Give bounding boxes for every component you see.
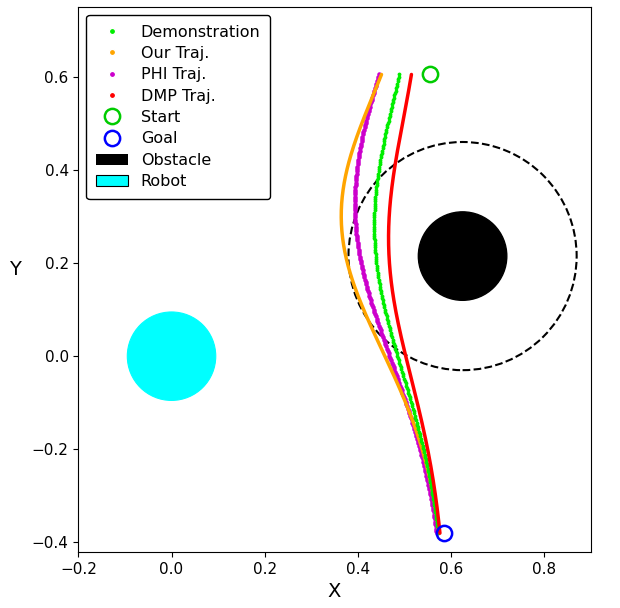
Demonstration [377,156,384,164]
DMP Traj. [403,98,410,106]
Our Traj. [435,530,443,537]
Our Traj. [432,506,440,514]
X-axis label: X: X [328,582,341,601]
PHI Traj. [352,193,359,200]
Demonstration [396,71,403,78]
Circle shape [127,312,216,401]
Demonstration [432,506,439,514]
Demonstration [372,193,379,200]
Demonstration [391,89,399,97]
PHI Traj. [367,98,374,106]
PHI Traj. [427,490,434,497]
PHI Traj. [355,156,362,164]
Our Traj. [346,156,353,164]
Legend: Demonstration, Our Traj., PHI Traj., DMP Traj., Start, Goal, Obstacle, Robot: Demonstration, Our Traj., PHI Traj., DMP… [86,15,270,199]
PHI Traj. [375,71,383,78]
Our Traj. [429,490,436,497]
Y-axis label: Y: Y [9,260,21,279]
Line: PHI Traj.: PHI Traj. [352,71,440,536]
PHI Traj. [433,530,440,537]
Line: Demonstration: Demonstration [372,72,441,536]
DMP Traj. [387,193,394,200]
DMP Traj. [408,71,415,78]
Line: DMP Traj.: DMP Traj. [389,74,440,533]
DMP Traj. [436,530,444,537]
PHI Traj. [430,506,437,514]
Our Traj. [366,98,374,106]
DMP Traj. [392,156,400,164]
DMP Traj. [432,490,439,497]
Line: Our Traj.: Our Traj. [341,74,439,533]
PHI Traj. [370,89,378,97]
Our Traj. [370,89,378,97]
Circle shape [418,212,507,300]
Demonstration [435,530,442,537]
DMP Traj. [404,89,412,97]
Demonstration [428,490,436,497]
Our Traj. [339,193,346,200]
DMP Traj. [433,506,441,514]
Demonstration [389,98,397,106]
Our Traj. [378,71,385,78]
